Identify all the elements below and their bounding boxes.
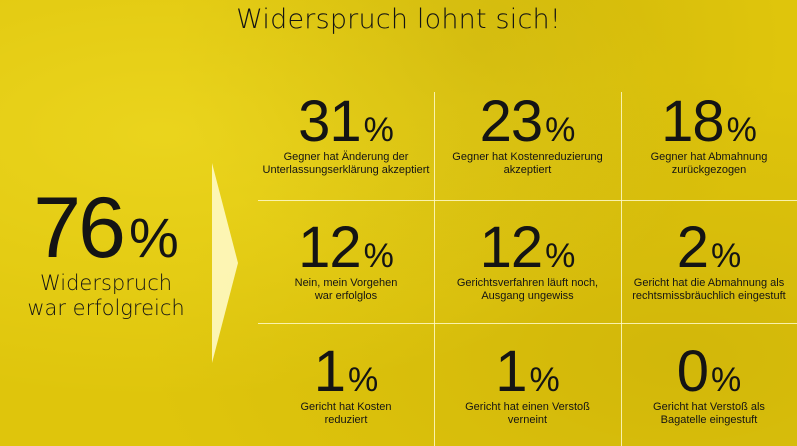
stat-value: 0 <box>676 339 709 404</box>
stat-label-line2: akzeptiert <box>503 164 552 176</box>
stat-cell: 18% Gegner hat Abmahnung zurückgezogen <box>621 92 797 178</box>
stat-label-line1: Gegner hat Kostenreduzierung <box>452 151 603 163</box>
stat-value: 2 <box>676 215 709 280</box>
chevron-right-icon <box>212 163 238 363</box>
stat-label-line1: Gericht hat Verstoß als <box>653 401 765 413</box>
highlight-label-line1: Widerspruch <box>39 271 173 295</box>
stat-cell: 1% Gericht hat einen Verstoß verneint <box>434 342 621 428</box>
grid-divider-horizontal <box>258 323 797 324</box>
stat-unit: % <box>363 237 394 275</box>
stat-label-line2: verneint <box>507 414 548 426</box>
stat-value: 12 <box>479 215 544 280</box>
stat-unit: % <box>348 361 379 399</box>
stat-label-line2: rechtsmissbräuchlich eingestuft <box>632 290 786 302</box>
grid-divider-horizontal <box>258 200 797 201</box>
stat-value: 1 <box>313 339 346 404</box>
stat-unit: % <box>711 237 742 275</box>
stat-value: 18 <box>661 89 725 154</box>
stat-cell: 12% Nein, mein Vorgehen war erfolglos <box>258 218 434 304</box>
stat-label-line2: reduziert <box>324 414 368 426</box>
stat-cell: 12% Gerichtsverfahren läuft noch, Ausgan… <box>434 218 621 304</box>
stat-unit: % <box>726 111 757 149</box>
stat-label-line1: Gegner hat Änderung der <box>283 151 409 163</box>
stat-label-line1: Gerichtsverfahren läuft noch, <box>456 277 599 289</box>
stats-grid: 31% Gegner hat Änderung der Unterlassung… <box>258 92 797 446</box>
stat-label-line1: Gericht hat die Abmahnung als <box>633 277 785 289</box>
stat-label-line1: Gericht hat Kosten <box>300 401 392 413</box>
highlight-unit: % <box>128 206 179 269</box>
stat-unit: % <box>529 361 560 399</box>
stat-unit: % <box>545 111 576 149</box>
stat-label-line1: Nein, mein Vorgehen <box>294 277 398 289</box>
highlight-value: 76 <box>33 180 126 276</box>
stat-cell: 23% Gegner hat Kostenreduzierung akzepti… <box>434 92 621 178</box>
stat-value: 31 <box>298 89 362 154</box>
page-title: Widerspruch lohnt sich! <box>236 4 561 35</box>
stat-label-line2: Unterlassungserklärung akzeptiert <box>262 164 430 176</box>
stat-cell: 2% Gericht hat die Abmahnung als rechtsm… <box>621 218 797 304</box>
stat-label-line1: Gericht hat einen Verstoß <box>465 401 590 413</box>
stat-value: 1 <box>495 339 527 404</box>
highlight-label-line2: war erfolgreich <box>27 296 185 320</box>
stat-label-line2: Bagatelle eingestuft <box>660 414 758 426</box>
stat-unit: % <box>711 361 742 399</box>
grid-divider-vertical <box>621 92 622 446</box>
stat-value: 12 <box>298 215 362 280</box>
stat-label-line1: Gegner hat Abmahnung <box>650 151 768 163</box>
stat-label-line2: Ausgang ungewiss <box>481 290 574 302</box>
stat-cell: 1% Gericht hat Kosten reduziert <box>258 342 434 428</box>
highlight-stat: 76% Widerspruch war erfolgreich <box>0 185 212 321</box>
stat-label-line2: war erfolglos <box>314 290 378 302</box>
grid-divider-vertical <box>434 92 435 446</box>
stat-label-line2: zurückgezogen <box>671 164 747 176</box>
stat-value: 23 <box>479 89 544 154</box>
stat-cell: 31% Gegner hat Änderung der Unterlassung… <box>258 92 434 178</box>
stat-cell: 0% Gericht hat Verstoß als Bagatelle ein… <box>621 342 797 428</box>
stat-unit: % <box>363 111 394 149</box>
highlight-value-row: 76% <box>0 185 212 271</box>
stat-unit: % <box>545 237 576 275</box>
